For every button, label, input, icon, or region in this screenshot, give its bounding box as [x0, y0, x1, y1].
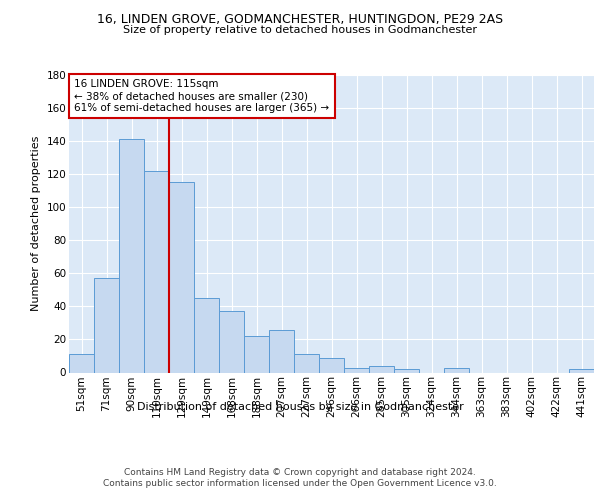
Bar: [319, 358, 344, 372]
Text: Size of property relative to detached houses in Godmanchester: Size of property relative to detached ho…: [123, 25, 477, 35]
Bar: [444, 368, 469, 372]
Bar: [194, 298, 219, 372]
Bar: [294, 354, 319, 372]
Bar: [394, 369, 419, 372]
Y-axis label: Number of detached properties: Number of detached properties: [31, 136, 41, 312]
Text: Contains HM Land Registry data © Crown copyright and database right 2024.
Contai: Contains HM Land Registry data © Crown c…: [103, 468, 497, 487]
Text: 16, LINDEN GROVE, GODMANCHESTER, HUNTINGDON, PE29 2AS: 16, LINDEN GROVE, GODMANCHESTER, HUNTING…: [97, 12, 503, 26]
Bar: [144, 171, 169, 372]
Bar: [344, 368, 369, 372]
Bar: [269, 330, 294, 372]
Text: Distribution of detached houses by size in Godmanchester: Distribution of detached houses by size …: [137, 402, 463, 412]
Bar: [219, 312, 244, 372]
Bar: [69, 354, 94, 372]
Bar: [569, 369, 594, 372]
Bar: [119, 140, 144, 372]
Bar: [369, 366, 394, 372]
Text: 16 LINDEN GROVE: 115sqm
← 38% of detached houses are smaller (230)
61% of semi-d: 16 LINDEN GROVE: 115sqm ← 38% of detache…: [74, 80, 329, 112]
Bar: [244, 336, 269, 372]
Bar: [94, 278, 119, 372]
Bar: [169, 182, 194, 372]
